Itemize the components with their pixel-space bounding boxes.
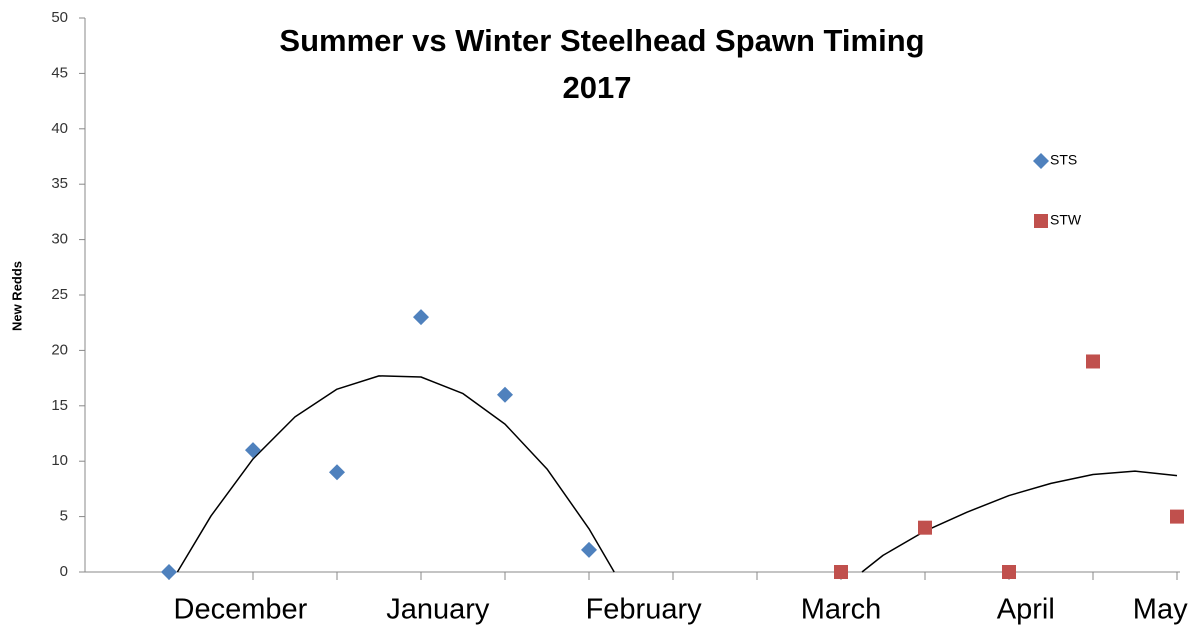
data-point [1002,565,1016,579]
data-point [161,564,177,580]
y-tick-label: 5 [60,508,68,525]
x-tick-label: April [997,594,1055,626]
y-tick-label: 50 [51,9,68,26]
chart-title: Summer vs Winter Steelhead Spawn Timing [279,23,924,58]
data-point [497,386,513,403]
x-tick-label: May [1133,594,1188,626]
legend-marker [1034,214,1048,228]
data-point [413,309,429,326]
data-point [918,520,932,535]
y-axis-label: New Redds [9,261,24,331]
y-tick-label: 20 [51,341,68,358]
data-point [834,565,848,579]
y-tick-label: 10 [51,452,68,469]
data-point [1086,354,1100,369]
legend-label: STS [1050,152,1077,168]
y-tick-label: 15 [51,397,68,414]
x-tick-label: December [174,594,308,626]
trendline [176,375,615,573]
chart-title: 2017 [563,70,632,105]
data-point [581,541,597,558]
x-tick-label: January [386,594,490,626]
x-tick-label: February [586,594,703,626]
x-tick-label: March [801,594,882,626]
y-tick-label: 30 [51,231,68,248]
y-tick-label: 0 [60,563,68,580]
y-tick-label: 25 [51,286,68,303]
y-tick-label: 45 [51,64,68,81]
y-tick-label: 40 [51,120,68,137]
legend-label: STW [1050,212,1082,228]
y-tick-label: 35 [51,175,68,192]
data-point [1170,509,1184,524]
trendline [861,470,1178,573]
data-point [329,464,345,481]
legend-marker [1033,153,1049,169]
data-point [245,442,261,459]
